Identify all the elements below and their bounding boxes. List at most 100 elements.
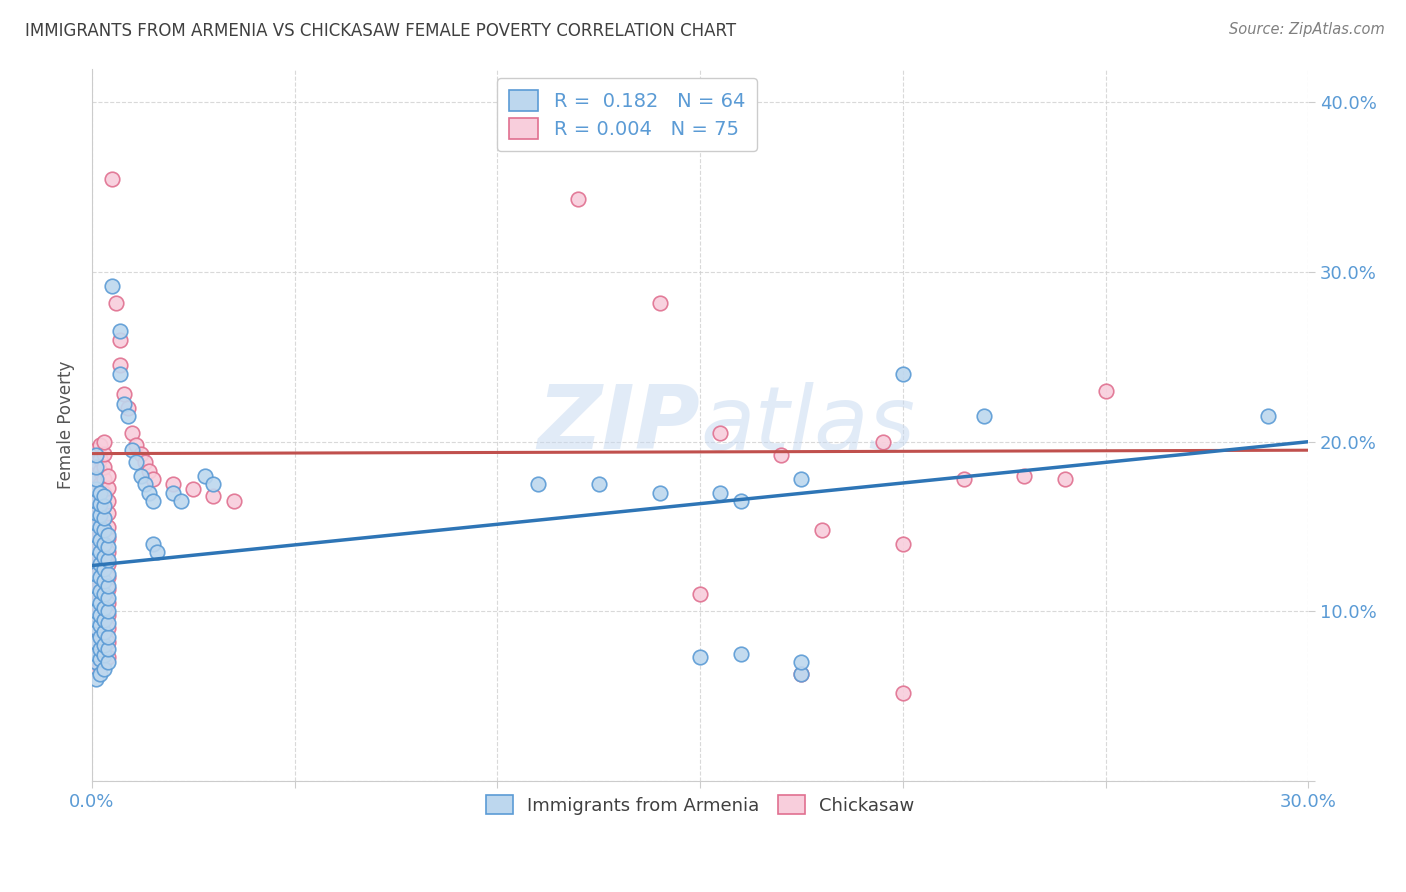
Point [110,333,132,347]
Point [142,494,165,508]
Point [97,616,120,631]
Point [93,624,115,639]
Point [97,545,120,559]
Point [84,584,107,599]
Point [105,295,128,310]
Point [891,367,914,381]
Point [93,613,115,627]
Point [93,489,115,503]
Point [84,621,107,635]
Point [89,528,111,542]
Point [89,616,111,631]
Point [89,464,111,478]
Point [93,536,115,550]
Point [97,481,120,495]
Point [730,494,752,508]
Point [93,536,115,550]
Point [93,574,115,588]
Point [222,494,245,508]
Point [125,455,148,469]
Point [84,443,107,458]
Point [97,582,120,597]
Point [121,443,143,458]
Point [89,502,111,516]
Point [112,387,135,401]
Point [93,648,115,663]
Point [1053,472,1076,486]
Point [810,523,832,537]
Point [89,540,111,554]
Text: Source: ZipAtlas.com: Source: ZipAtlas.com [1229,22,1385,37]
Point [84,635,107,649]
Point [730,647,752,661]
Point [93,511,115,525]
Point [202,477,225,491]
Point [112,397,135,411]
Point [97,621,120,635]
Point [93,549,115,563]
Point [97,641,120,656]
Point [84,472,107,486]
Point [648,295,671,310]
Point [84,516,107,530]
Point [93,587,115,601]
Point [89,438,111,452]
Point [101,278,124,293]
Point [138,485,160,500]
Point [93,613,115,627]
Point [84,672,107,686]
Point [84,540,107,554]
Point [790,667,813,681]
Point [89,557,111,571]
Point [89,515,111,529]
Point [110,325,132,339]
Point [89,579,111,593]
Point [89,584,111,599]
Point [97,635,120,649]
Point [93,511,115,525]
Point [93,655,115,669]
Point [202,489,225,503]
Point [97,540,120,554]
Point [89,508,111,522]
Point [117,401,139,415]
Point [84,655,107,669]
Point [93,485,115,500]
Point [129,447,152,461]
Point [93,587,115,601]
Point [84,607,107,622]
Point [84,647,107,661]
Point [648,485,671,500]
Point [134,477,156,491]
Point [84,647,107,661]
Legend: Immigrants from Armenia, Chickasaw: Immigrants from Armenia, Chickasaw [475,784,925,825]
Point [93,624,115,639]
Point [93,601,115,615]
Text: IMMIGRANTS FROM ARMENIA VS CHICKASAW FEMALE POVERTY CORRELATION CHART: IMMIGRANTS FROM ARMENIA VS CHICKASAW FEM… [25,22,737,40]
Point [84,494,107,508]
Point [89,489,111,503]
Point [84,528,107,542]
Point [89,667,111,681]
Point [89,533,111,548]
Point [84,579,107,593]
Point [110,367,132,381]
Point [84,482,107,496]
Point [93,562,115,576]
Point [93,638,115,652]
Point [89,607,111,622]
Point [872,434,894,449]
Point [84,448,107,462]
Point [89,485,111,500]
Point [84,460,107,475]
Point [89,604,111,618]
Point [97,557,120,571]
Point [567,192,589,206]
Point [162,477,184,491]
Point [89,652,111,666]
Point [93,472,115,486]
Point [84,482,107,496]
Point [89,641,111,656]
Point [93,574,115,588]
Point [709,485,731,500]
